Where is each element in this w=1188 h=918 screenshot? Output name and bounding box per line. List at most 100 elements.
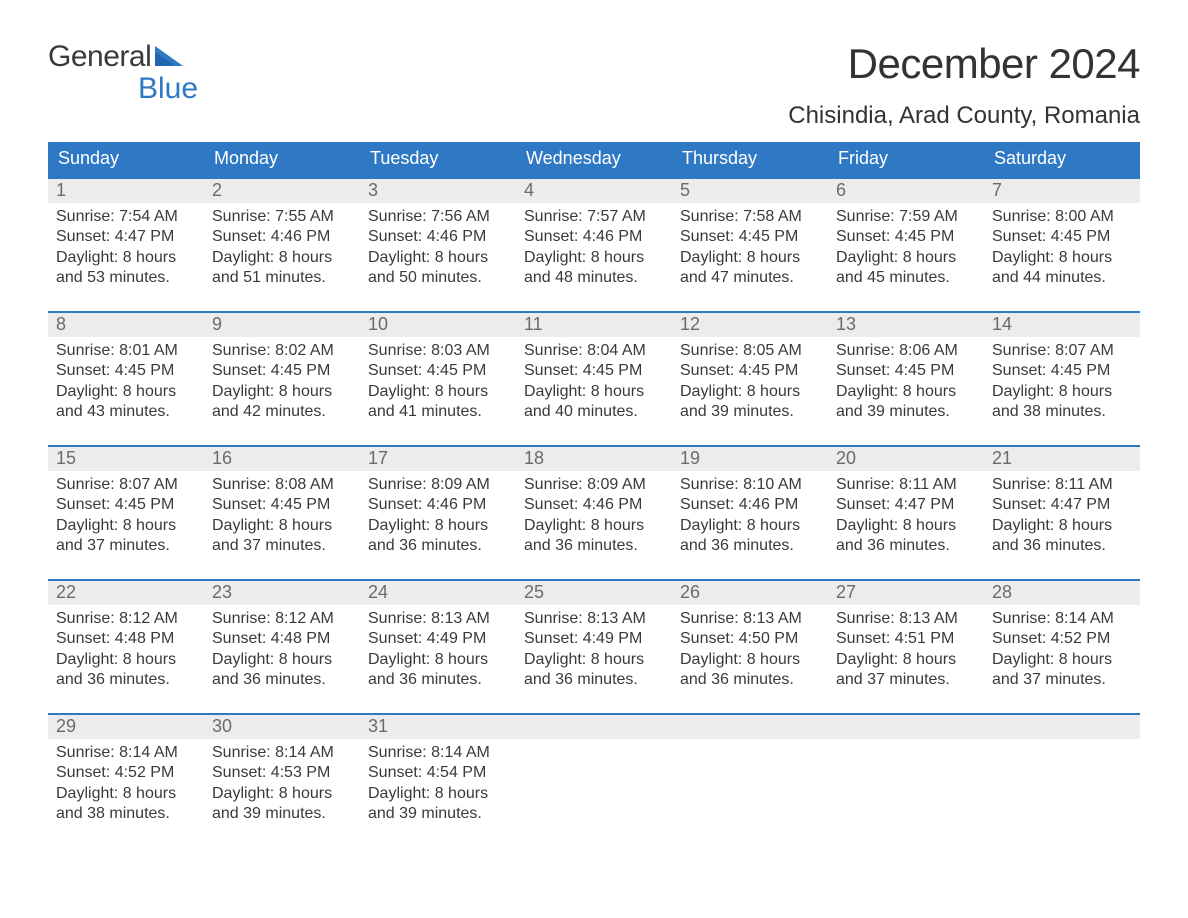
day-number: 22: [48, 581, 204, 605]
sunrise-text: Sunrise: 8:07 AM: [992, 341, 1132, 361]
sunset-text: Sunset: 4:47 PM: [836, 495, 976, 515]
sunrise-text: Sunrise: 8:09 AM: [524, 475, 664, 495]
day-number: 30: [204, 715, 360, 739]
sunrise-text: Sunrise: 8:01 AM: [56, 341, 196, 361]
day-cell: 4Sunrise: 7:57 AMSunset: 4:46 PMDaylight…: [516, 179, 672, 311]
daylight-text: Daylight: 8 hours and 48 minutes.: [524, 248, 664, 289]
day-cell: 18Sunrise: 8:09 AMSunset: 4:46 PMDayligh…: [516, 447, 672, 579]
sunset-text: Sunset: 4:45 PM: [836, 361, 976, 381]
sunset-text: Sunset: 4:49 PM: [368, 629, 508, 649]
calendar: SundayMondayTuesdayWednesdayThursdayFrid…: [48, 142, 1140, 847]
sunrise-text: Sunrise: 8:13 AM: [524, 609, 664, 629]
daylight-text: Daylight: 8 hours and 39 minutes.: [368, 784, 508, 825]
day-number: 29: [48, 715, 204, 739]
week-row: 22Sunrise: 8:12 AMSunset: 4:48 PMDayligh…: [48, 579, 1140, 713]
sunset-text: Sunset: 4:50 PM: [680, 629, 820, 649]
day-cell: 24Sunrise: 8:13 AMSunset: 4:49 PMDayligh…: [360, 581, 516, 713]
daylight-text: Daylight: 8 hours and 53 minutes.: [56, 248, 196, 289]
sunset-text: Sunset: 4:45 PM: [56, 495, 196, 515]
day-body: Sunrise: 8:07 AMSunset: 4:45 PMDaylight:…: [48, 471, 204, 565]
daylight-text: Daylight: 8 hours and 39 minutes.: [212, 784, 352, 825]
daylight-text: Daylight: 8 hours and 36 minutes.: [56, 650, 196, 691]
day-body: Sunrise: 8:13 AMSunset: 4:49 PMDaylight:…: [360, 605, 516, 699]
sunset-text: Sunset: 4:45 PM: [680, 227, 820, 247]
daylight-text: Daylight: 8 hours and 36 minutes.: [524, 650, 664, 691]
day-body: Sunrise: 8:14 AMSunset: 4:54 PMDaylight:…: [360, 739, 516, 833]
daylight-text: Daylight: 8 hours and 36 minutes.: [368, 650, 508, 691]
day-body: Sunrise: 8:12 AMSunset: 4:48 PMDaylight:…: [204, 605, 360, 699]
day-number: 21: [984, 447, 1140, 471]
day-number: 12: [672, 313, 828, 337]
day-cell: 11Sunrise: 8:04 AMSunset: 4:45 PMDayligh…: [516, 313, 672, 445]
day-cell: 3Sunrise: 7:56 AMSunset: 4:46 PMDaylight…: [360, 179, 516, 311]
daylight-text: Daylight: 8 hours and 36 minutes.: [368, 516, 508, 557]
sunrise-text: Sunrise: 7:58 AM: [680, 207, 820, 227]
dow-cell: Sunday: [48, 142, 204, 177]
day-cell: 29Sunrise: 8:14 AMSunset: 4:52 PMDayligh…: [48, 715, 204, 847]
day-number-empty: [672, 715, 828, 739]
sunrise-text: Sunrise: 8:05 AM: [680, 341, 820, 361]
sunset-text: Sunset: 4:46 PM: [368, 227, 508, 247]
sunset-text: Sunset: 4:46 PM: [524, 227, 664, 247]
week-row: 15Sunrise: 8:07 AMSunset: 4:45 PMDayligh…: [48, 445, 1140, 579]
sunrise-text: Sunrise: 8:03 AM: [368, 341, 508, 361]
sunrise-text: Sunrise: 8:12 AM: [212, 609, 352, 629]
sunset-text: Sunset: 4:51 PM: [836, 629, 976, 649]
day-body: Sunrise: 8:01 AMSunset: 4:45 PMDaylight:…: [48, 337, 204, 431]
day-cell: 2Sunrise: 7:55 AMSunset: 4:46 PMDaylight…: [204, 179, 360, 311]
day-cell: 15Sunrise: 8:07 AMSunset: 4:45 PMDayligh…: [48, 447, 204, 579]
day-cell: 19Sunrise: 8:10 AMSunset: 4:46 PMDayligh…: [672, 447, 828, 579]
day-number: 25: [516, 581, 672, 605]
sunset-text: Sunset: 4:47 PM: [56, 227, 196, 247]
day-cell: 16Sunrise: 8:08 AMSunset: 4:45 PMDayligh…: [204, 447, 360, 579]
sunset-text: Sunset: 4:45 PM: [524, 361, 664, 381]
day-number: 28: [984, 581, 1140, 605]
sunset-text: Sunset: 4:46 PM: [368, 495, 508, 515]
sunset-text: Sunset: 4:45 PM: [368, 361, 508, 381]
sunrise-text: Sunrise: 8:08 AM: [212, 475, 352, 495]
day-number: 14: [984, 313, 1140, 337]
day-body: Sunrise: 8:04 AMSunset: 4:45 PMDaylight:…: [516, 337, 672, 431]
sunset-text: Sunset: 4:45 PM: [212, 361, 352, 381]
day-number: 19: [672, 447, 828, 471]
sunrise-text: Sunrise: 8:04 AM: [524, 341, 664, 361]
daylight-text: Daylight: 8 hours and 42 minutes.: [212, 382, 352, 423]
logo-text-1: General: [48, 40, 151, 74]
sunrise-text: Sunrise: 8:00 AM: [992, 207, 1132, 227]
sunrise-text: Sunrise: 8:14 AM: [992, 609, 1132, 629]
sunset-text: Sunset: 4:46 PM: [212, 227, 352, 247]
day-body: Sunrise: 8:11 AMSunset: 4:47 PMDaylight:…: [828, 471, 984, 565]
day-cell: 21Sunrise: 8:11 AMSunset: 4:47 PMDayligh…: [984, 447, 1140, 579]
day-number-empty: [984, 715, 1140, 739]
sunset-text: Sunset: 4:45 PM: [992, 227, 1132, 247]
daylight-text: Daylight: 8 hours and 43 minutes.: [56, 382, 196, 423]
day-number: 23: [204, 581, 360, 605]
day-number: 27: [828, 581, 984, 605]
day-number: 16: [204, 447, 360, 471]
location: Chisindia, Arad County, Romania: [48, 102, 1140, 130]
daylight-text: Daylight: 8 hours and 51 minutes.: [212, 248, 352, 289]
day-cell: 30Sunrise: 8:14 AMSunset: 4:53 PMDayligh…: [204, 715, 360, 847]
day-body: Sunrise: 7:56 AMSunset: 4:46 PMDaylight:…: [360, 203, 516, 297]
daylight-text: Daylight: 8 hours and 36 minutes.: [212, 650, 352, 691]
sunrise-text: Sunrise: 8:13 AM: [680, 609, 820, 629]
day-body: Sunrise: 8:05 AMSunset: 4:45 PMDaylight:…: [672, 337, 828, 431]
week-row: 1Sunrise: 7:54 AMSunset: 4:47 PMDaylight…: [48, 177, 1140, 311]
day-body: Sunrise: 8:11 AMSunset: 4:47 PMDaylight:…: [984, 471, 1140, 565]
day-body: Sunrise: 8:09 AMSunset: 4:46 PMDaylight:…: [360, 471, 516, 565]
day-number: 8: [48, 313, 204, 337]
day-body: Sunrise: 7:59 AMSunset: 4:45 PMDaylight:…: [828, 203, 984, 297]
day-number: 18: [516, 447, 672, 471]
day-cell: 28Sunrise: 8:14 AMSunset: 4:52 PMDayligh…: [984, 581, 1140, 713]
day-body: Sunrise: 7:54 AMSunset: 4:47 PMDaylight:…: [48, 203, 204, 297]
day-body: Sunrise: 8:13 AMSunset: 4:50 PMDaylight:…: [672, 605, 828, 699]
day-cell: 20Sunrise: 8:11 AMSunset: 4:47 PMDayligh…: [828, 447, 984, 579]
dow-cell: Saturday: [984, 142, 1140, 177]
daylight-text: Daylight: 8 hours and 50 minutes.: [368, 248, 508, 289]
day-number: 15: [48, 447, 204, 471]
logo: General: [48, 40, 185, 74]
day-body: Sunrise: 8:08 AMSunset: 4:45 PMDaylight:…: [204, 471, 360, 565]
day-cell: 8Sunrise: 8:01 AMSunset: 4:45 PMDaylight…: [48, 313, 204, 445]
dow-cell: Monday: [204, 142, 360, 177]
day-cell: 13Sunrise: 8:06 AMSunset: 4:45 PMDayligh…: [828, 313, 984, 445]
